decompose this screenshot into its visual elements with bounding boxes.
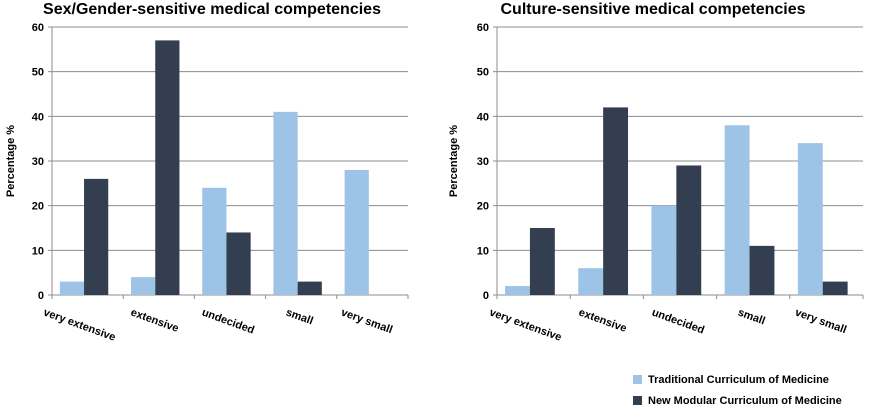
y-tick-label: 30 bbox=[32, 156, 44, 168]
bar-new-modular bbox=[529, 228, 555, 295]
y-tick-label: 60 bbox=[32, 22, 44, 34]
chart-title: Culture-sensitive medical competencies bbox=[501, 1, 806, 18]
x-category-label: very small bbox=[339, 307, 394, 337]
y-axis-label: Percentage % bbox=[448, 125, 460, 197]
legend: Traditional Curriculum of Medicine New Mo… bbox=[633, 374, 842, 407]
y-tick-label: 0 bbox=[483, 290, 489, 302]
bar-traditional bbox=[59, 281, 85, 295]
x-category-label: very small bbox=[793, 307, 848, 337]
x-category-label: undecided bbox=[200, 307, 256, 337]
chart-culture: Culture-sensitive medical competencies 0 1… bbox=[448, 1, 864, 344]
bar-traditional bbox=[578, 268, 604, 295]
bar-traditional bbox=[131, 277, 156, 295]
y-tick-label: 20 bbox=[32, 201, 44, 213]
x-category-label: small bbox=[736, 307, 767, 328]
y-axis-label: Percentage % bbox=[5, 125, 17, 197]
bar-new-modular bbox=[603, 107, 629, 296]
y-tick-label: 50 bbox=[477, 67, 489, 79]
bar-new-modular bbox=[84, 178, 109, 295]
y-tick-label: 60 bbox=[477, 22, 489, 34]
legend-swatch-traditional bbox=[633, 375, 642, 384]
bar-new-modular bbox=[676, 165, 702, 295]
bar-new-modular bbox=[226, 232, 251, 295]
bar-traditional bbox=[273, 111, 298, 295]
x-category-label: undecided bbox=[650, 307, 706, 337]
bar-traditional bbox=[651, 205, 677, 295]
bar-new-modular bbox=[749, 245, 775, 295]
x-category-label: extensive bbox=[577, 307, 628, 335]
bar-traditional bbox=[724, 125, 750, 296]
bar-new-modular bbox=[297, 281, 322, 295]
x-category-label: very extensive bbox=[42, 307, 117, 344]
y-tick-label: 0 bbox=[38, 290, 44, 302]
y-tick-label: 10 bbox=[477, 245, 489, 257]
x-category-label: very extensive bbox=[488, 307, 563, 344]
y-tick-label: 40 bbox=[32, 111, 44, 123]
legend-label-new-modular: New Modular Curriculum of Medicine bbox=[648, 395, 842, 407]
y-tick-label: 20 bbox=[477, 201, 489, 213]
bar-traditional bbox=[505, 286, 530, 295]
y-tick-label: 50 bbox=[32, 67, 44, 79]
legend-label-traditional: Traditional Curriculum of Medicine bbox=[648, 374, 829, 386]
chart-title: Sex/Gender-sensitive medical competencie… bbox=[43, 1, 381, 18]
bar-traditional bbox=[797, 143, 823, 295]
y-tick-label: 40 bbox=[477, 111, 489, 123]
bar-traditional bbox=[202, 187, 227, 295]
x-category-label: small bbox=[284, 307, 315, 328]
y-tick-label: 10 bbox=[32, 245, 44, 257]
y-tick-label: 30 bbox=[477, 156, 489, 168]
bar-new-modular bbox=[822, 281, 848, 295]
chart-sex-gender: Sex/Gender-sensitive medical competencie… bbox=[5, 1, 409, 344]
x-category-label: extensive bbox=[129, 307, 180, 335]
bar-new-modular bbox=[155, 40, 180, 296]
bar-traditional bbox=[344, 169, 369, 295]
legend-swatch-new-modular bbox=[633, 396, 642, 405]
